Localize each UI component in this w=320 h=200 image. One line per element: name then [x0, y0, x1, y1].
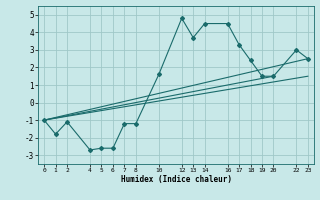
X-axis label: Humidex (Indice chaleur): Humidex (Indice chaleur): [121, 175, 231, 184]
